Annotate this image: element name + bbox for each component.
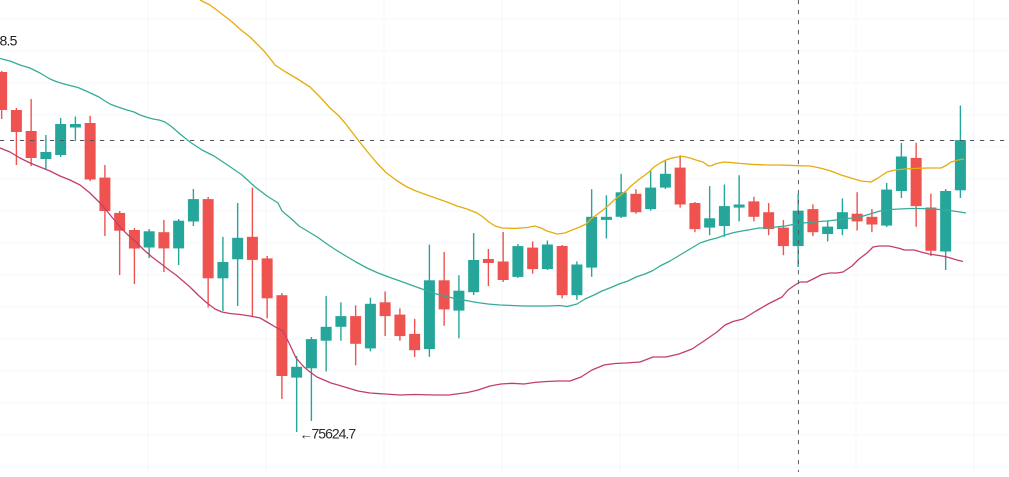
- svg-text:75624.7: 75624.7: [312, 426, 357, 442]
- svg-text:←: ←: [300, 427, 314, 442]
- svg-text:8.5: 8.5: [0, 33, 18, 49]
